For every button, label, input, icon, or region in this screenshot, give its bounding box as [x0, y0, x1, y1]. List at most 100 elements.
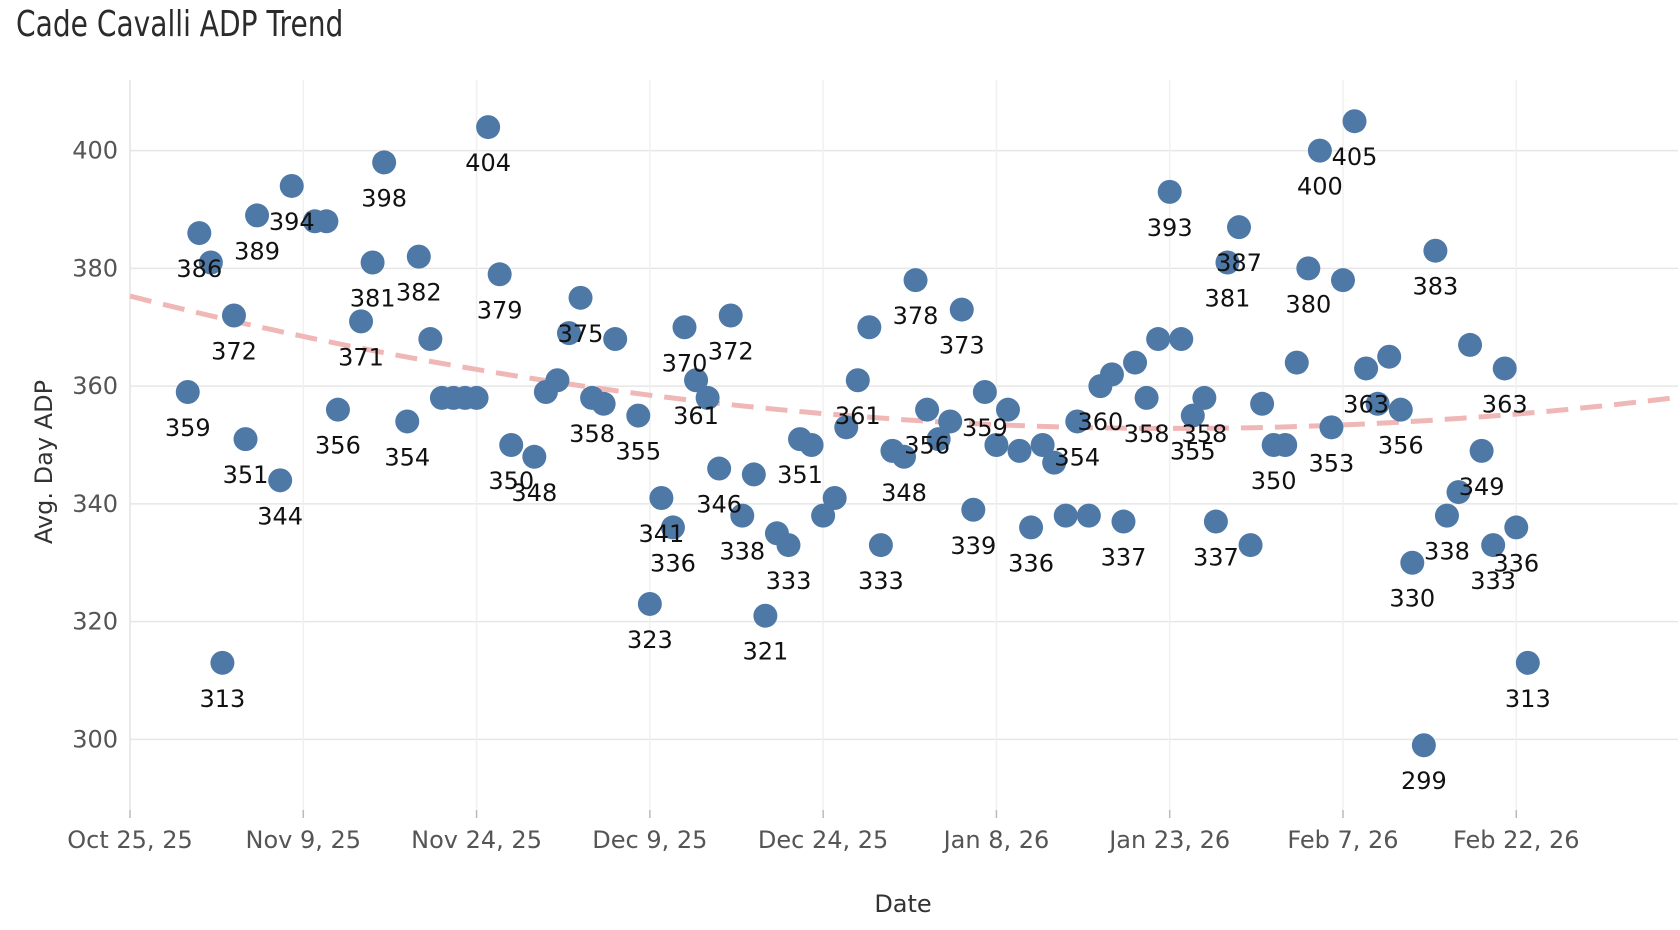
- data-point: [1111, 509, 1136, 534]
- data-point: [476, 115, 501, 140]
- data-point: [1099, 362, 1124, 387]
- data-label: 336: [650, 549, 696, 577]
- data-label: 356: [904, 432, 950, 460]
- data-point: [1296, 256, 1321, 281]
- data-point: [718, 303, 743, 328]
- data-label: 313: [1505, 685, 1551, 713]
- data-point: [984, 433, 1009, 457]
- data-point: [1238, 533, 1263, 558]
- data-point: [279, 173, 304, 198]
- data-label: 400: [1297, 173, 1343, 201]
- data-point: [1053, 503, 1078, 528]
- data-label: 333: [766, 567, 812, 595]
- data-label: 351: [777, 461, 823, 489]
- x-tick-label: Oct 25, 25: [67, 826, 192, 854]
- data-label: 363: [1482, 390, 1528, 418]
- data-point: [418, 327, 443, 352]
- data-point: [499, 433, 524, 457]
- y-tick-label: 340: [72, 490, 118, 518]
- data-point: [1007, 438, 1032, 463]
- data-label: 350: [488, 467, 534, 495]
- data-label: 349: [1459, 473, 1505, 501]
- points-layer: [175, 109, 1540, 758]
- data-point: [1446, 480, 1471, 505]
- data-point: [684, 368, 709, 393]
- data-point: [1250, 391, 1275, 416]
- data-point: [915, 397, 940, 422]
- data-point: [637, 591, 662, 616]
- data-point: [892, 444, 916, 469]
- data-point: [395, 409, 420, 434]
- data-point: [175, 380, 200, 405]
- data-point: [1065, 409, 1090, 434]
- data-point: [1423, 238, 1448, 263]
- data-point: [672, 315, 697, 340]
- data-point: [845, 368, 870, 393]
- data-label: 336: [1008, 549, 1054, 577]
- data-label: 359: [962, 414, 1008, 442]
- data-point: [1492, 356, 1517, 381]
- data-point: [556, 321, 581, 346]
- data-label: 341: [638, 520, 684, 548]
- data-point: [1019, 515, 1044, 540]
- data-point: [233, 427, 258, 452]
- data-point: [868, 533, 893, 558]
- trend-line: [129, 293, 1679, 431]
- data-point: [1434, 503, 1459, 528]
- data-point: [487, 262, 512, 287]
- data-point: [1273, 433, 1298, 457]
- data-label: 370: [662, 349, 708, 377]
- data-point: [1284, 350, 1309, 375]
- data-label: 372: [211, 337, 257, 365]
- data-point: [603, 327, 628, 352]
- axes: 300 320 340 360 380 400 Oct 25, 25 Nov 9, 25 Nov…: [67, 80, 1580, 854]
- data-label: 386: [176, 255, 222, 283]
- data-point: [314, 209, 339, 234]
- x-axis-title: Date: [874, 890, 931, 918]
- data-point: [799, 433, 824, 457]
- data-point: [730, 503, 755, 528]
- data-point: [1504, 515, 1529, 540]
- y-tick-label: 380: [72, 254, 118, 282]
- data-point: [1146, 327, 1171, 352]
- data-label: 344: [257, 502, 303, 530]
- data-point: [1319, 415, 1344, 440]
- x-tick-label: Feb 7, 26: [1287, 826, 1398, 854]
- data-point: [198, 250, 223, 275]
- data-point: [1227, 215, 1252, 240]
- data-point: [626, 403, 651, 428]
- data-label: 361: [673, 402, 719, 430]
- data-point: [1330, 268, 1355, 293]
- data-label: 381: [1205, 285, 1251, 313]
- data-point: [961, 497, 986, 522]
- data-point: [822, 485, 847, 510]
- data-point: [1469, 438, 1494, 463]
- data-point: [926, 427, 951, 452]
- data-point: [360, 250, 385, 275]
- data-point: [1203, 509, 1228, 534]
- data-label: 338: [1424, 538, 1470, 566]
- data-label: 405: [1332, 143, 1378, 171]
- data-point: [1134, 385, 1159, 410]
- data-label: 321: [742, 638, 788, 666]
- data-point: [949, 297, 974, 322]
- data-point: [695, 385, 720, 410]
- data-label: 361: [835, 402, 881, 430]
- data-point: [245, 203, 270, 228]
- data-label: 333: [1470, 567, 1516, 595]
- data-point: [187, 221, 212, 246]
- data-point: [1157, 179, 1182, 204]
- data-point: [1123, 350, 1148, 375]
- data-point: [776, 533, 801, 558]
- data-point: [1342, 109, 1367, 134]
- data-point: [707, 456, 732, 481]
- data-point: [591, 391, 616, 416]
- data-label: 350: [1251, 467, 1297, 495]
- data-point: [210, 650, 235, 675]
- y-tick-label: 360: [72, 372, 118, 400]
- data-label: 351: [223, 461, 269, 489]
- data-label: 336: [1493, 549, 1539, 577]
- data-label: 353: [1309, 449, 1355, 477]
- data-point: [1458, 332, 1483, 357]
